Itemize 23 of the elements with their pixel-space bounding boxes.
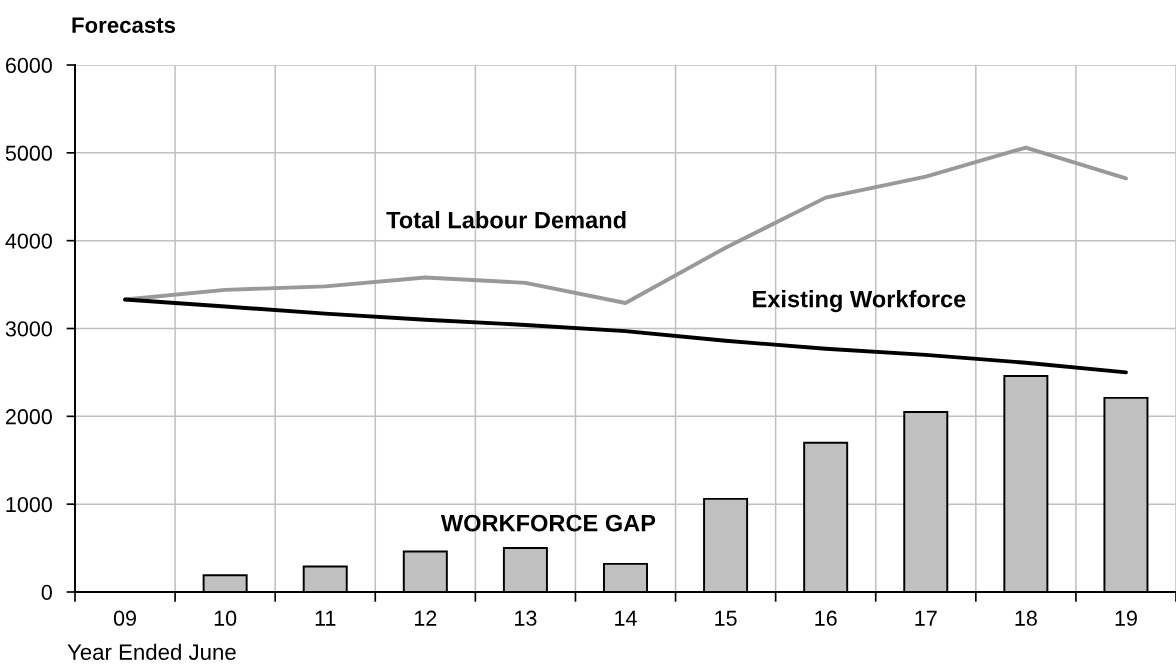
y-tick-label: 4000 bbox=[5, 233, 52, 249]
y-tick-label: 3000 bbox=[5, 321, 52, 337]
x-tick-label: 19 bbox=[1115, 610, 1137, 626]
y-tick-label: 2000 bbox=[5, 409, 52, 425]
chart-title: Forecasts bbox=[72, 17, 176, 33]
x-tick-label: 13 bbox=[515, 610, 537, 626]
x-tick-label: 10 bbox=[214, 610, 237, 626]
series-label: WORKFORCE GAP bbox=[440, 514, 656, 532]
x-tick-label: 14 bbox=[615, 610, 637, 626]
x-tick-label: 12 bbox=[414, 610, 437, 626]
x-tick-label: 11 bbox=[315, 610, 336, 626]
x-tick-label: 18 bbox=[1015, 610, 1037, 626]
text: Total Labour Demand bbox=[386, 211, 626, 229]
y-tick-label: 5000 bbox=[5, 145, 52, 161]
x-tick-label: 17 bbox=[915, 610, 937, 626]
x-tick-label: 16 bbox=[815, 610, 837, 626]
y-tick-label: 1000 bbox=[6, 496, 52, 513]
y-tick-label: 6000 bbox=[5, 57, 52, 74]
series-label: Existing Workforce bbox=[753, 290, 966, 313]
x-tick-label: 09 bbox=[113, 610, 136, 626]
y-tick-label: 0 bbox=[41, 584, 52, 601]
x-axis-title: Year Ended June bbox=[67, 643, 236, 660]
x-tick-label: 15 bbox=[715, 610, 737, 626]
